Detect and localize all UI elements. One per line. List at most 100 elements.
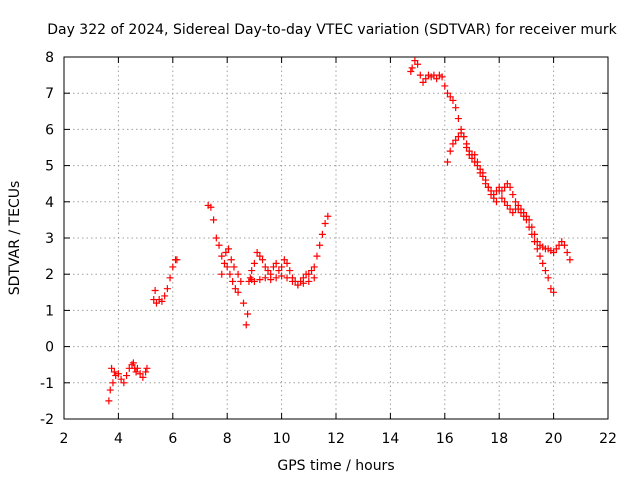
data-point: [324, 212, 332, 220]
data-point: [234, 270, 242, 278]
data-point: [166, 274, 174, 282]
data-point: [544, 274, 552, 282]
data-point: [106, 386, 114, 394]
data-point: [117, 375, 125, 383]
data-point: [550, 248, 558, 256]
data-point: [479, 172, 487, 180]
data-point: [310, 274, 318, 282]
y-tick-label: 2: [45, 267, 54, 283]
data-point: [234, 288, 242, 296]
data-point: [539, 259, 547, 267]
data-point: [220, 259, 228, 267]
data-point: [215, 241, 223, 249]
data-point: [299, 279, 307, 287]
y-tick-label: 6: [45, 122, 54, 138]
data-point: [120, 379, 128, 387]
data-point: [316, 241, 324, 249]
data-point: [536, 252, 544, 260]
data-point: [256, 276, 264, 284]
data-point: [231, 285, 239, 293]
chart-title: Day 322 of 2024, Sidereal Day-to-day VTE…: [47, 22, 617, 38]
data-point: [484, 183, 492, 191]
data-point: [230, 263, 238, 271]
data-point: [105, 397, 113, 405]
data-point: [444, 158, 452, 166]
data-point: [446, 93, 454, 101]
data-point: [463, 144, 471, 151]
data-point: [272, 274, 280, 282]
x-tick-label: 12: [327, 431, 345, 447]
data-point: [143, 364, 151, 372]
data-point: [550, 288, 558, 296]
x-tick-label: 10: [273, 431, 291, 447]
data-point: [110, 368, 118, 376]
data-point: [422, 75, 430, 83]
data-point: [441, 82, 449, 90]
data-point: [256, 252, 264, 260]
data-point: [269, 263, 277, 271]
data-point: [123, 372, 131, 380]
data-point: [503, 201, 511, 209]
data-point: [114, 370, 122, 378]
data-point: [313, 252, 321, 260]
data-point: [218, 252, 226, 260]
x-tick-label: 22: [599, 431, 617, 447]
data-point: [501, 198, 509, 206]
data-point: [310, 263, 318, 271]
data-point: [444, 89, 452, 97]
data-point: [229, 277, 237, 285]
data-point: [109, 379, 117, 387]
data-point: [452, 136, 460, 144]
data-point: [212, 234, 220, 242]
data-point: [163, 285, 171, 293]
data-point: [161, 292, 169, 300]
data-point: [173, 256, 181, 264]
data-point: [318, 230, 326, 238]
data-point: [244, 310, 252, 318]
data-point: [223, 263, 231, 271]
data-point: [490, 194, 498, 202]
data-point: [541, 267, 549, 275]
data-point: [226, 270, 234, 278]
x-tick-label: 4: [114, 431, 123, 447]
data-point: [222, 248, 230, 256]
y-tick-label: 1: [45, 303, 54, 319]
data-point: [272, 259, 280, 267]
data-point: [408, 64, 416, 72]
data-point: [225, 245, 233, 253]
data-point: [142, 368, 150, 376]
data-point: [267, 276, 275, 284]
grid-layer: [64, 57, 608, 419]
data-point: [294, 281, 302, 289]
data-point: [506, 183, 514, 191]
data-point: [305, 277, 313, 285]
data-point: [152, 299, 160, 307]
data-point: [275, 267, 283, 275]
data-point: [520, 212, 528, 220]
data-point: [525, 223, 533, 231]
data-point: [288, 277, 296, 285]
data-point: [411, 57, 419, 65]
data-point: [533, 245, 541, 253]
data-point: [261, 263, 269, 271]
x-tick-label: 20: [545, 431, 563, 447]
data-point: [449, 140, 457, 148]
data-point: [492, 198, 500, 206]
data-point: [476, 169, 484, 177]
data-point: [129, 359, 137, 367]
x-axis-label: GPS time / hours: [277, 458, 394, 474]
data-point: [547, 285, 555, 293]
data-point: [308, 267, 316, 275]
data-point: [457, 129, 465, 137]
data-point: [558, 238, 566, 246]
data-point: [139, 373, 147, 381]
data-point: [414, 60, 422, 68]
data-point: [321, 220, 329, 228]
data-point: [132, 368, 140, 376]
y-tick-label: 8: [45, 50, 54, 66]
data-point: [283, 274, 291, 282]
data-point: [151, 286, 159, 294]
data-point: [487, 191, 495, 199]
data-point: [446, 147, 454, 155]
